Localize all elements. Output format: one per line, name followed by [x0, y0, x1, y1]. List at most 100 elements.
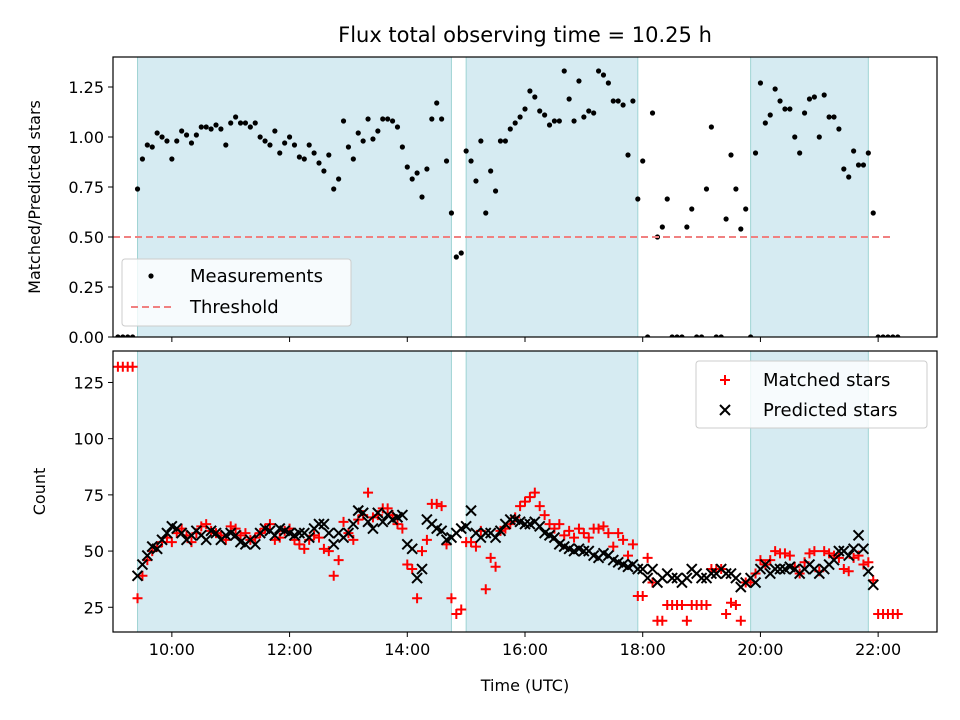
- measurement-point: [183, 132, 190, 138]
- measurement-point: [542, 112, 548, 118]
- predicted-star-point: [347, 518, 360, 530]
- matched-star-point: [333, 555, 344, 566]
- plot-area: [113, 68, 901, 337]
- measurement-point: [811, 94, 817, 100]
- y-tick-label: 125: [73, 373, 104, 392]
- y-tick-label: 0.75: [68, 178, 104, 197]
- predicted-star-point: [229, 529, 242, 542]
- measurement-point: [821, 92, 827, 98]
- matched-star-point: [534, 501, 545, 512]
- matched-star-point: [892, 609, 903, 620]
- legend-marker-matched: [720, 375, 730, 385]
- measurement-point: [605, 80, 611, 86]
- predicted-star-point: [269, 529, 281, 542]
- matched-star-point: [569, 532, 580, 543]
- predicted-star-point: [646, 563, 659, 575]
- measurement-point: [282, 140, 288, 146]
- measurement-point: [591, 110, 597, 116]
- measurement-point: [625, 152, 631, 158]
- predicted-star-point: [494, 525, 507, 537]
- matched-star-point: [294, 539, 305, 550]
- legend: Matched stars Predicted stars: [695, 360, 928, 429]
- matched-star-point: [613, 528, 624, 539]
- measurement-point: [188, 140, 195, 146]
- matched-star-point: [490, 561, 501, 572]
- measurement-point: [517, 114, 523, 120]
- predicted-star-point: [406, 543, 418, 555]
- measurement-point: [762, 120, 768, 126]
- predicted-star-point: [200, 534, 212, 546]
- measurement-point: [316, 160, 322, 166]
- matched-star-point: [608, 541, 619, 552]
- measurement-point: [272, 128, 278, 134]
- matched-star-point: [299, 543, 310, 554]
- measurement-point: [890, 334, 896, 337]
- matched-star-point: [554, 519, 565, 530]
- measurement-point: [870, 210, 876, 216]
- measurement-point: [880, 334, 886, 337]
- measurement-point: [855, 162, 862, 168]
- matched-star-point: [127, 361, 138, 372]
- observing-window: [137, 350, 452, 633]
- measurement-point: [198, 124, 204, 130]
- measurement-point: [409, 176, 415, 182]
- measurement-point: [752, 150, 759, 156]
- predicted-star-point: [666, 572, 678, 584]
- legend-label: Measurements: [190, 266, 323, 287]
- predicted-star-point: [641, 572, 654, 584]
- matched-star-point: [544, 519, 555, 530]
- x-tick-label: 16:00: [502, 640, 548, 659]
- predicted-star-point: [435, 525, 448, 537]
- y-tick-label: 50: [84, 542, 104, 561]
- matched-star-point: [166, 537, 177, 548]
- measurement-point: [522, 106, 528, 112]
- measurement-point: [193, 132, 199, 138]
- matched-star-point: [515, 501, 526, 512]
- predicted-star-point: [131, 570, 144, 582]
- measurement-point: [385, 116, 391, 122]
- predicted-star-point: [151, 543, 163, 555]
- measurement-point: [748, 334, 754, 337]
- plot-area: [113, 361, 903, 626]
- matched-star-point: [618, 534, 629, 545]
- predicted-star-point: [847, 543, 860, 555]
- measurement-point: [488, 168, 494, 174]
- matched-star-point: [338, 516, 349, 527]
- matched-star-point: [348, 534, 359, 545]
- measurement-point: [458, 250, 464, 256]
- measurement-point: [507, 126, 513, 132]
- matched-star-point: [701, 600, 712, 611]
- measurement-point: [262, 138, 268, 144]
- matched-star-point: [593, 523, 604, 534]
- legend-label: Predicted stars: [763, 400, 897, 421]
- matched-star-point: [529, 487, 540, 498]
- measurement-point: [860, 162, 867, 168]
- predicted-star-point: [504, 513, 516, 526]
- measurement-point: [694, 334, 700, 337]
- predicted-star-point: [313, 518, 325, 530]
- measurement-point: [566, 96, 572, 102]
- measurement-point: [728, 152, 734, 158]
- measurement-point: [453, 254, 459, 260]
- measurement-point: [497, 138, 504, 144]
- measurement-point: [733, 186, 739, 192]
- matched-star-point: [809, 546, 820, 557]
- matched-star-point: [735, 615, 746, 626]
- x-axis-label: Time (UTC): [480, 676, 569, 695]
- measurement-point: [851, 148, 857, 154]
- measurement-point: [492, 188, 499, 194]
- matched-star-point: [225, 521, 236, 532]
- measurement-point: [669, 334, 675, 337]
- measurement-point: [125, 334, 131, 337]
- measurement-point: [380, 116, 386, 122]
- measurement-point: [375, 128, 381, 134]
- measurement-point: [571, 118, 577, 124]
- measurement-point: [208, 126, 214, 132]
- predicted-star-point: [460, 520, 472, 533]
- y-tick-label: 0.25: [68, 278, 104, 297]
- predicted-star-point: [519, 518, 531, 530]
- predicted-star-point: [632, 563, 644, 575]
- matched-star-point: [804, 548, 815, 559]
- measurement-point: [512, 120, 518, 126]
